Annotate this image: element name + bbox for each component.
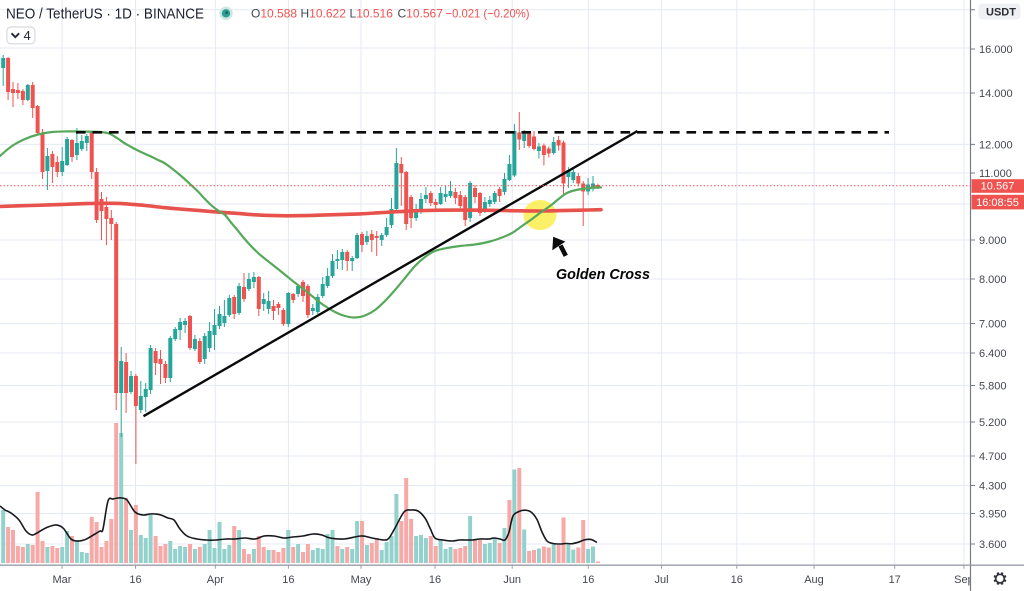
svg-text:16.000: 16.000 — [979, 44, 1013, 56]
svg-text:9.000: 9.000 — [979, 235, 1007, 247]
svg-text:L10.516: L10.516 — [350, 7, 394, 21]
svg-text:16: 16 — [731, 574, 743, 586]
svg-text:4: 4 — [24, 28, 31, 43]
svg-text:14.000: 14.000 — [979, 88, 1013, 100]
svg-text:4.700: 4.700 — [979, 451, 1007, 463]
svg-text:Jul: Jul — [654, 574, 668, 586]
svg-text:16: 16 — [429, 574, 441, 586]
svg-text:NEO / TetherUS · 1D · BINANCE: NEO / TetherUS · 1D · BINANCE — [6, 6, 204, 23]
svg-text:Golden Cross: Golden Cross — [556, 267, 650, 283]
svg-text:Sep: Sep — [954, 574, 974, 586]
svg-text:Jun: Jun — [503, 574, 521, 586]
svg-text:May: May — [351, 574, 372, 586]
svg-text:17: 17 — [889, 574, 901, 586]
svg-text:6.400: 6.400 — [979, 348, 1007, 360]
svg-text:H10.622: H10.622 — [301, 7, 347, 21]
svg-text:C10.567: C10.567 — [398, 7, 444, 21]
svg-text:3.950: 3.950 — [979, 509, 1007, 521]
svg-text:Apr: Apr — [207, 574, 224, 586]
svg-text:3.600: 3.600 — [979, 539, 1007, 551]
svg-text:Aug: Aug — [804, 574, 824, 586]
svg-text:16: 16 — [282, 574, 294, 586]
svg-text:−0.021 (−0.20%): −0.021 (−0.20%) — [446, 7, 530, 21]
svg-text:4.300: 4.300 — [979, 481, 1007, 493]
svg-text:11.000: 11.000 — [979, 168, 1012, 180]
svg-text:16: 16 — [582, 574, 594, 586]
svg-text:16: 16 — [129, 574, 141, 586]
svg-text:8.000: 8.000 — [979, 274, 1007, 286]
svg-text:O10.588: O10.588 — [251, 7, 297, 21]
svg-text:12.000: 12.000 — [979, 139, 1013, 151]
svg-text:7.000: 7.000 — [979, 319, 1007, 331]
svg-text:Mar: Mar — [53, 574, 72, 586]
svg-text:USDT: USDT — [986, 6, 1016, 18]
svg-text:10.567: 10.567 — [981, 181, 1015, 193]
svg-text:5.800: 5.800 — [979, 381, 1007, 393]
svg-text:5.200: 5.200 — [979, 417, 1007, 429]
svg-text:16:08:55: 16:08:55 — [976, 197, 1019, 209]
